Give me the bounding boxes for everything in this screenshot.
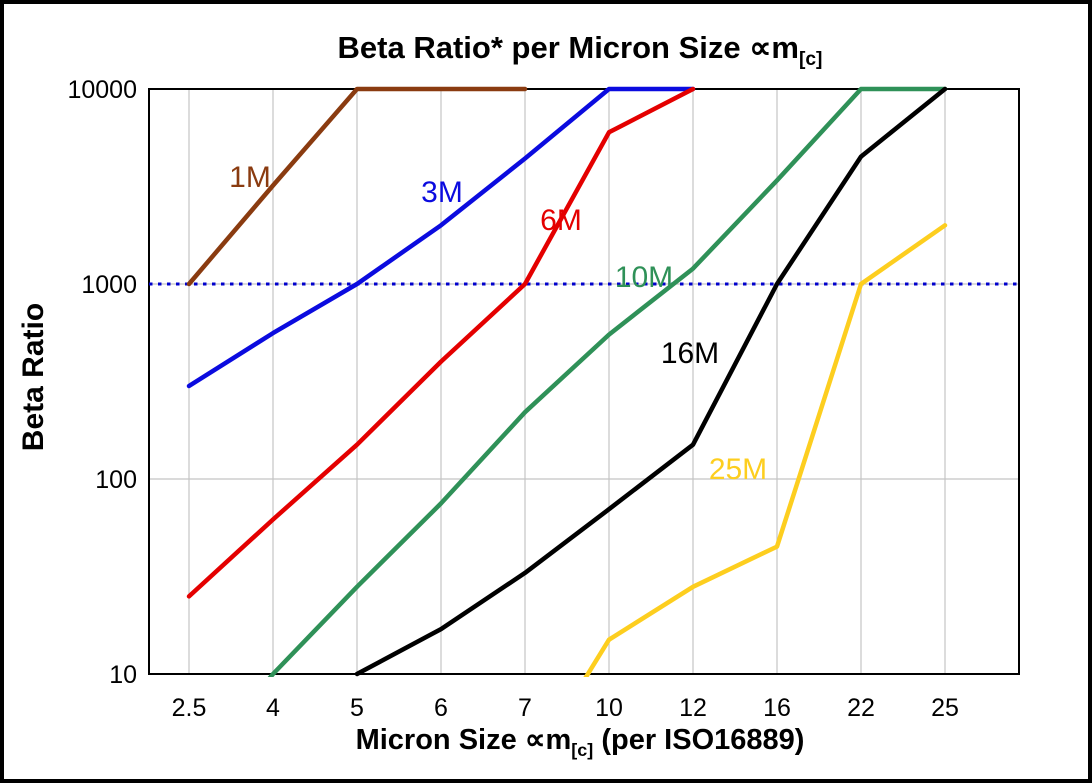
y-tick-label: 10000 (67, 76, 137, 104)
plot-area: 1M 3M 6M 10M 16M 25M 2.5 4 5 6 7 10 12 16 22 25 10 100 100… (67, 76, 1020, 722)
series-line-1M (186, 86, 528, 287)
series-label-16M: 16M (661, 337, 719, 370)
y-tick-label: 10 (109, 661, 137, 689)
series-label-6M: 6M (540, 204, 582, 237)
plot-border (148, 88, 1020, 675)
x-axis-label: Micron Size ∝m[c] (per ISO16889) (145, 722, 1015, 761)
chart-title-symbol: ∝m (749, 30, 799, 65)
chart-title: Beta Ratio* per Micron Size ∝m[c] (145, 30, 1015, 71)
chart-title-subscript: [c] (798, 49, 823, 71)
x-axis-label-suffix: (per ISO16889) (593, 724, 805, 756)
x-axis-label-text: Micron Size (355, 724, 525, 756)
series-label-25M: 25M (709, 453, 767, 486)
chart-title-text: Beta Ratio* per Micron Size (337, 30, 750, 65)
series-line-25M (583, 223, 948, 677)
series-line-6M (186, 86, 696, 599)
x-tick-label: 12 (679, 694, 707, 722)
y-tick-label: 100 (95, 466, 137, 494)
x-tick-label: 4 (266, 694, 280, 722)
x-tick-label: 7 (518, 694, 532, 722)
series-line-16M (354, 86, 948, 677)
series-line-3M (186, 86, 696, 389)
x-axis-label-subscript: [c] (571, 739, 594, 760)
x-axis-label-symbol: ∝m (524, 724, 572, 756)
series-group (186, 86, 948, 677)
x-tick-label: 2.5 (172, 694, 207, 722)
x-tick-label: 25 (931, 694, 959, 722)
series-label-1M: 1M (229, 161, 271, 194)
series-label-3M: 3M (421, 176, 463, 209)
x-tick-label: 22 (847, 694, 875, 722)
y-tick-label: 1000 (81, 271, 137, 299)
x-tick-label: 6 (434, 694, 448, 722)
series-label-10M: 10M (615, 261, 673, 294)
x-tick-label: 5 (350, 694, 364, 722)
series-line-10M (267, 86, 948, 677)
x-tick-label: 16 (763, 694, 791, 722)
x-tick-label: 10 (595, 694, 623, 722)
